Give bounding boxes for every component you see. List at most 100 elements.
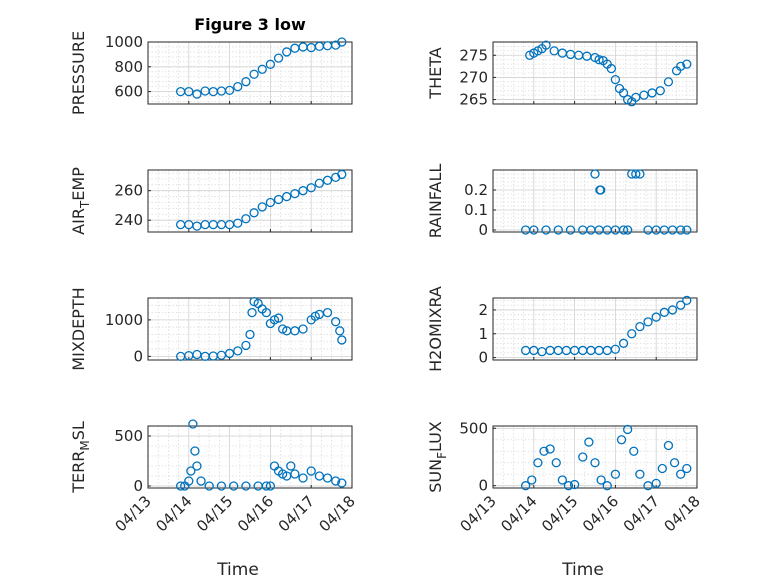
data-point (663, 77, 674, 87)
data-point (290, 469, 300, 479)
x-tick-label: 04/13 (112, 492, 155, 535)
y-tick-label: 800 (114, 58, 143, 76)
data-point (192, 349, 202, 360)
data-point (676, 225, 686, 235)
data-point (627, 329, 637, 339)
data-point (618, 88, 629, 98)
data-point (335, 326, 345, 336)
data-point (261, 307, 271, 318)
data-point (306, 466, 316, 476)
data-point (224, 85, 235, 96)
data-point (527, 475, 537, 485)
data-point (537, 347, 547, 357)
y-tick-label: 0.2 (464, 181, 488, 199)
data-point (290, 188, 300, 199)
y-tick-label: 2 (478, 301, 488, 319)
axes-frame (147, 297, 353, 361)
data-point (602, 345, 612, 356)
data-point (682, 225, 692, 235)
data-point (541, 40, 551, 50)
data-point (175, 219, 186, 230)
y-tick-label: 240 (114, 211, 143, 229)
data-point (298, 186, 308, 196)
data-point (651, 312, 661, 322)
data-point (616, 435, 627, 445)
data-point (586, 345, 596, 356)
y-tick-label: 0.1 (464, 201, 488, 219)
y-tick-label: 500 (459, 419, 488, 437)
subplot-sun-flux: 0 500 SUNFLUX 04/1304/1404/1504/1604/1704/1… (426, 419, 704, 580)
data-point (618, 225, 629, 235)
data-point (184, 476, 194, 486)
data-point (188, 419, 198, 429)
data-point (184, 86, 194, 97)
axes-frame (147, 41, 353, 105)
data-point (643, 317, 653, 327)
data-point (208, 219, 218, 230)
data-point (563, 481, 574, 491)
data-point (273, 194, 284, 205)
chart-title: Figure 3 low (194, 15, 306, 34)
data-point (594, 55, 604, 65)
subplot-mixdepth: 0 1000 MIXDEPTH (69, 287, 353, 371)
data-point (265, 481, 276, 491)
data-point (186, 466, 196, 476)
data-point (306, 183, 316, 193)
subplot-air-temp: 240 260 AIRTEMP (69, 167, 353, 235)
data-point (245, 329, 255, 340)
y-tick-label: 0 (133, 347, 143, 365)
data-point (216, 86, 227, 96)
data-point (175, 481, 186, 491)
data-point (578, 345, 588, 356)
data-point (651, 478, 661, 489)
y-axis-label: H2OMIXRA (426, 286, 445, 372)
data-point (286, 461, 296, 471)
y-tick-label: 1 (478, 325, 488, 343)
data-point (557, 475, 568, 485)
data-point (331, 476, 341, 486)
data-point (539, 446, 549, 456)
data-point (594, 345, 604, 356)
data-point (241, 481, 251, 491)
data-point (249, 69, 259, 79)
data-point (337, 478, 347, 488)
y-tick-label: 0 (133, 477, 143, 495)
data-point (545, 345, 555, 356)
data-point (557, 48, 568, 58)
data-point (322, 41, 333, 51)
data-point (216, 350, 227, 360)
data-point (290, 43, 300, 53)
data-point (322, 175, 333, 185)
data-point (247, 307, 257, 318)
data-point (298, 473, 308, 483)
data-point (331, 317, 341, 327)
y-axis-label: THETA (426, 47, 445, 99)
data-point (261, 481, 271, 491)
y-tick-label: 600 (114, 83, 143, 101)
data-point (545, 444, 555, 454)
data-point (565, 225, 576, 235)
data-point (553, 225, 563, 235)
data-point (233, 81, 243, 92)
subplot-rainfall: 0 0.1 0.2 RAINFALL (426, 164, 698, 239)
data-point (602, 481, 612, 491)
data-point (541, 225, 551, 235)
x-tick-label: 04/18 (316, 492, 359, 535)
data-point (337, 37, 347, 47)
data-point (337, 169, 347, 180)
data-point (643, 481, 653, 491)
x-tick-label: 04/18 (661, 492, 704, 535)
data-point (192, 89, 202, 99)
data-point (196, 476, 206, 486)
data-point (610, 469, 621, 479)
data-point (659, 307, 670, 317)
data-point (561, 345, 572, 356)
data-point (682, 295, 692, 306)
data-point (257, 64, 267, 74)
data-point (322, 307, 333, 318)
data-point (192, 461, 202, 471)
data-point (314, 178, 325, 188)
data-point (273, 313, 284, 323)
